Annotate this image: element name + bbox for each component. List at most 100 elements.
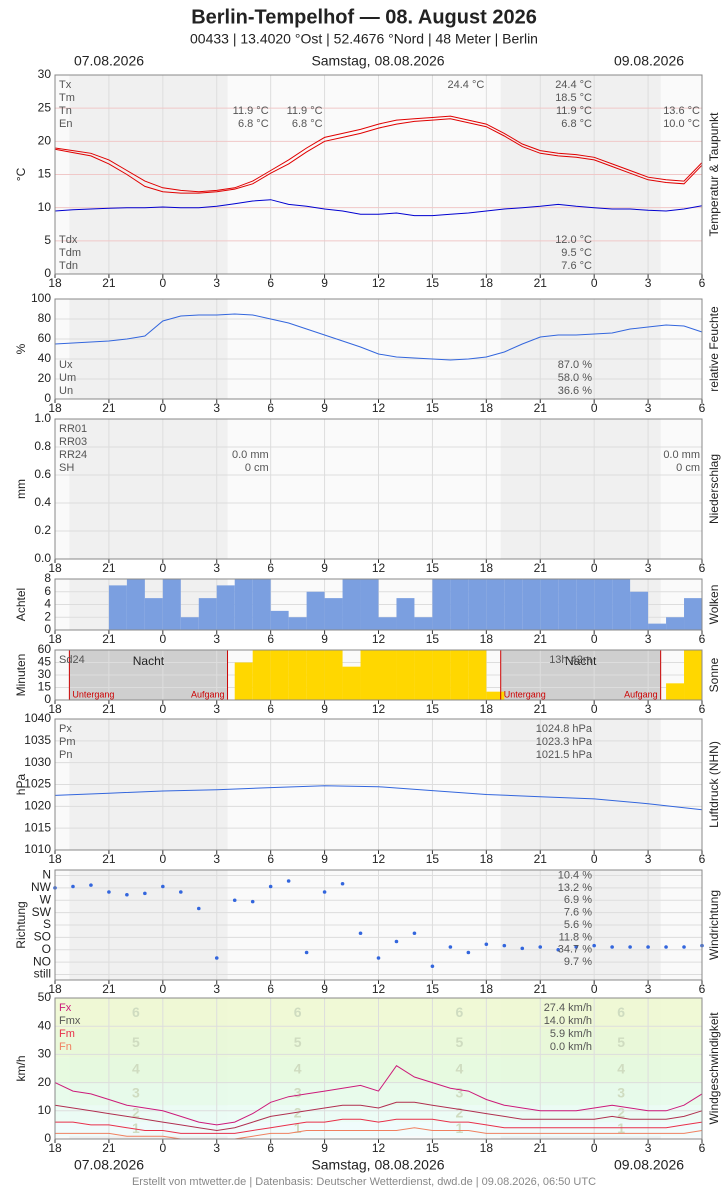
beaufort-label: 1	[455, 1120, 463, 1136]
x-tick-label: 18	[480, 401, 494, 415]
stat-label: Pn	[59, 749, 72, 761]
plot-frame	[54, 869, 703, 981]
note: 0 cm	[245, 462, 269, 474]
title: Berlin-Tempelhof — 08. August 2026	[191, 6, 537, 28]
point	[322, 890, 327, 894]
stat-value: 13h 42m	[549, 654, 592, 666]
bar	[378, 650, 397, 700]
point	[466, 950, 471, 955]
x-tick-label: 0	[591, 852, 598, 866]
y-tick-label: 1015	[24, 820, 51, 834]
beaufort-label: 5	[294, 1034, 302, 1050]
y-tick-label: 25	[38, 100, 52, 114]
beaufort-label: 1	[294, 1120, 302, 1136]
point	[196, 906, 201, 911]
x-tick-label: 3	[645, 1141, 652, 1155]
y-tick-label: 0	[44, 622, 51, 636]
stat-label: Fmx	[59, 1015, 81, 1027]
x-tick-label: 6	[267, 561, 274, 575]
bar	[252, 650, 271, 700]
x-tick-label: 0	[591, 632, 598, 646]
bar	[396, 650, 415, 700]
point	[304, 950, 309, 955]
side-label: relative Feuchte	[707, 306, 721, 392]
plot-frame	[54, 578, 703, 631]
x-tick-label: 15	[426, 276, 440, 290]
x-tick-label: 18	[480, 561, 494, 575]
y-tick-label: 0	[44, 266, 51, 280]
stat-value: 7.6 °C	[561, 260, 592, 272]
point	[520, 946, 525, 951]
bar	[234, 662, 253, 700]
point	[250, 899, 255, 904]
beaufort-label: 5	[455, 1034, 463, 1050]
x-tick-label: 6	[699, 632, 706, 646]
note: 0 cm	[676, 462, 700, 474]
x-tick-label: 15	[426, 561, 440, 575]
x-tick-label: 9	[321, 561, 328, 575]
x-tick-label: 18	[48, 401, 62, 415]
bar	[504, 579, 523, 630]
bar	[198, 598, 217, 630]
bar	[342, 666, 361, 700]
point	[556, 947, 561, 952]
note: 0.0 mm	[232, 449, 269, 461]
point	[628, 945, 632, 949]
y-tick-label: 10	[38, 1103, 52, 1117]
direction-share: 11.8 %	[559, 931, 593, 943]
bar	[306, 650, 325, 700]
beaufort-label: 4	[455, 1061, 463, 1077]
x-tick-label: 9	[321, 1141, 328, 1155]
y-tick-label: 5	[44, 233, 51, 247]
beaufort-label: 2	[455, 1104, 463, 1120]
bar	[540, 579, 559, 630]
x-tick-label: 21	[534, 401, 548, 415]
date-left: 07.08.2026	[74, 53, 144, 69]
x-tick-label: 15	[426, 401, 440, 415]
series-line	[55, 1127, 703, 1140]
x-tick-label: 3	[213, 1141, 220, 1155]
side-label: Niederschlag	[707, 454, 721, 524]
series-line	[54, 1065, 703, 1126]
plot-frame	[54, 718, 703, 851]
direction-share: 6.9 %	[564, 894, 592, 906]
beaufort-label: 4	[617, 1061, 625, 1077]
point	[89, 883, 93, 887]
x-tick-label: 12	[372, 401, 386, 415]
y-tick-label: SO	[34, 930, 51, 944]
bar	[666, 683, 685, 700]
x-tick-label: 0	[159, 1141, 166, 1155]
x-tick-label: 6	[267, 982, 274, 996]
stat-value: 87.0 %	[558, 359, 592, 371]
x-tick-label: 15	[426, 1141, 440, 1155]
y-tick-label: 20	[38, 371, 52, 385]
x-tick-label: 12	[372, 632, 386, 646]
subtitle: 00433 | 13.4020 °Ost | 52.4676 °Nord | 4…	[190, 31, 538, 47]
series-line	[54, 1101, 703, 1132]
y-tick-label: W	[40, 892, 52, 906]
x-tick-label: 3	[213, 702, 220, 716]
x-tick-label: 18	[480, 982, 494, 996]
stat-label: Fn	[59, 1041, 72, 1053]
series-line	[54, 313, 703, 361]
y-tick-label: 20	[38, 134, 52, 148]
x-tick-label: 9	[321, 852, 328, 866]
x-tick-label: 21	[102, 632, 116, 646]
x-tick-label: 0	[591, 1141, 598, 1155]
y-axis-label: Richtung	[14, 901, 28, 948]
bar	[666, 617, 685, 630]
x-tick-label: 6	[699, 982, 706, 996]
x-tick-label: 3	[645, 702, 652, 716]
y-tick-label: 8	[44, 571, 51, 585]
y-tick-label: 0	[44, 391, 51, 405]
y-axis-label: km/h	[14, 1055, 28, 1081]
series-line	[54, 785, 703, 811]
x-tick-label: 3	[213, 632, 220, 646]
night-label: Nacht	[565, 654, 597, 668]
point	[179, 890, 183, 894]
beaufort-label: 6	[132, 1004, 140, 1020]
x-tick-label: 21	[102, 276, 116, 290]
y-tick-label: 1010	[24, 842, 51, 856]
date-right: 09.08.2026	[614, 1157, 684, 1173]
